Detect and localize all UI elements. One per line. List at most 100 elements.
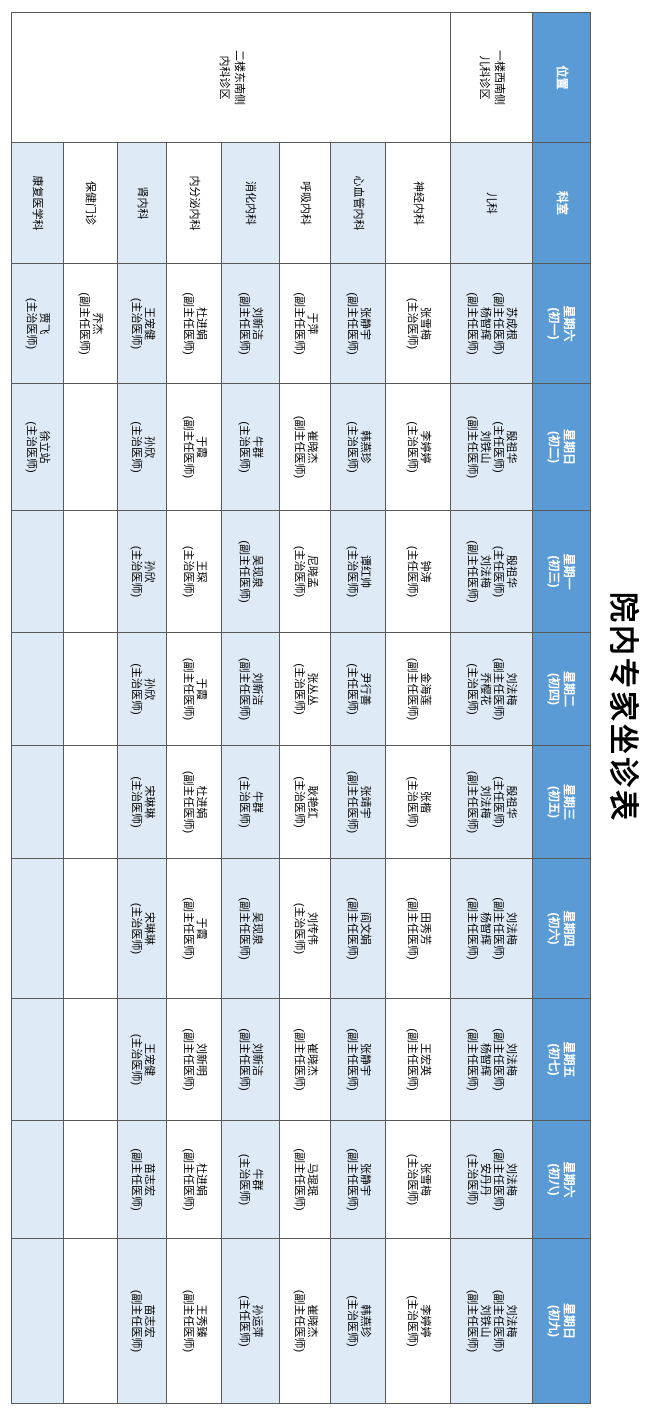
doctor-title: (主治医师) (406, 1295, 418, 1347)
schedule-cell: 张丛丛 (主治医师) (279, 632, 331, 746)
schedule-cell (11, 1238, 64, 1404)
doctor-name: 刘法梅 (505, 912, 518, 945)
schedule-cell: 张静宇 (副主任医师) (330, 263, 386, 384)
doctor-name: 张静宇 (359, 1043, 371, 1076)
doctor-title: (主治医师) (182, 545, 194, 598)
schedule-cell: 李婷婷 (主治医师) (385, 1238, 451, 1404)
schedule-cell (11, 632, 64, 746)
schedule-cell: 苏成根 (副主任医师) 杨智辉 (副主任医师) (450, 263, 533, 384)
dept-cell: 神经内科 (385, 142, 451, 264)
doctor-name: 刘法梅 (479, 785, 492, 819)
doctor-title: (副主任医师) (346, 897, 358, 960)
doctor-name: 杜进娟 (195, 785, 207, 819)
schedule-cell: 耿艳红 (主治医师) (279, 745, 331, 859)
doctor-name: 刘新洁 (251, 672, 264, 706)
doctor-name: 杨智辉 (479, 1043, 492, 1076)
doctor-title: (主任医师) (492, 776, 505, 828)
doctor-title: (副主任医师) (182, 1289, 194, 1353)
doctor-name: 王宠健 (143, 1043, 155, 1076)
doctor-title: (副主任医师) (466, 770, 479, 834)
schedule-cell (63, 510, 118, 633)
schedule-cell: 杜进娟 (副主任医师) (166, 745, 222, 859)
doctor-title: (副主任医师) (406, 897, 418, 960)
schedule-cell: 吴现泉 (副主任医师) (221, 510, 280, 633)
doctor-name: 牛群 (251, 791, 264, 813)
schedule-cell: 孙运萍 (主任医师) (221, 1238, 280, 1404)
column-header-day-3: 星期一 (初三) (532, 510, 591, 633)
doctor-name: 王秀臻 (195, 1304, 207, 1338)
doctor-name: 张楷 (419, 791, 431, 813)
schedule-cell: 贾飞 (主治医师) (11, 263, 64, 384)
doctor-name: 刘铁山 (479, 430, 492, 464)
doctor-name: 阎文娟 (359, 912, 371, 945)
doctor-name: 乔杰 (91, 312, 104, 335)
doctor-name: 孙运萍 (251, 1304, 264, 1338)
doctor-name: 张雪梅 (419, 1163, 431, 1196)
doctor-title: (副主任医师) (238, 540, 251, 603)
doctor-name: 徐立站 (38, 430, 51, 464)
column-header-day-4: 星期二 (初四) (532, 632, 591, 746)
doctor-title: (副主任医师) (130, 1148, 142, 1211)
title-band: 院内专家坐诊表 (591, 12, 654, 1403)
schedule-cell: 韩燕珍 (主治医师) (330, 1238, 386, 1404)
schedule-cell: 于萍 (副主任医师) (279, 263, 331, 384)
column-header-day-9: 星期日 (初九) (532, 1238, 591, 1404)
schedule-cell: 宋琳琳 (主治医师) (117, 858, 167, 999)
doctor-title: (主治医师) (466, 663, 479, 715)
doctor-name: 金海莲 (419, 672, 431, 706)
schedule-cell: 王宏英 (副主任医师) (385, 998, 451, 1121)
table-row: 一楼西南侧 儿科诊区 儿科 苏成根 (副主任医师) 杨智辉 (副主任医师) 殷祖华 (主任医师)… (450, 12, 533, 1404)
schedule-header-row: 位置 科室 星期六 (初一) 星期日 (初二) 星期一 (初三) 星期二 (初四) 星期三 (初五) 星… (532, 12, 591, 1404)
doctor-title: (主治医师) (346, 1295, 358, 1347)
schedule-cell: 牛群 (主治医师) (221, 745, 280, 859)
schedule-cell (63, 632, 118, 746)
doctor-name: 殷祖华 (505, 785, 518, 819)
doctor-title: (副主任医师) (78, 292, 91, 355)
schedule-cell: 谭红帅 (主治医师) (330, 510, 386, 633)
schedule-cell: 宋琳琳 (主治医师) (117, 745, 167, 859)
doctor-title: (副主任医师) (466, 415, 479, 479)
doctor-title: (主治医师) (293, 902, 305, 955)
doctor-name: 于霞 (195, 678, 207, 700)
doctor-title: (主治医师) (238, 421, 251, 473)
schedule-cell: 于霞 (副主任医师) (166, 858, 222, 999)
doctor-name: 宋琳琳 (143, 785, 155, 819)
doctor-title: (副主任医师) (466, 1028, 479, 1091)
doctor-title: (副主任医师) (182, 1148, 194, 1211)
doctor-name: 李婷婷 (419, 430, 431, 464)
doctor-name: 殷祖华 (505, 555, 518, 588)
schedule-cell: 张楷 (主治医师) (385, 745, 451, 859)
doctor-title: (副主任医师) (293, 1289, 305, 1353)
doctor-title: (副主任医师) (130, 1289, 142, 1353)
doctor-title: (副主任医师) (238, 657, 251, 721)
column-header-day-7: 星期五 (初七) (532, 998, 591, 1121)
schedule-table: 位置 科室 星期六 (初一) 星期日 (初二) 星期一 (初三) 星期二 (初四) 星期三 (初五) 星… (11, 12, 591, 1404)
schedule-cell: 田秀芳 (副主任医师) (385, 858, 451, 999)
table-row: 保健门诊 乔杰 (副主任医师) (63, 13, 118, 1404)
doctor-title: (主治医师) (130, 297, 142, 350)
doctor-name: 崔晓杰 (306, 430, 318, 464)
doctor-title: (主治医师) (130, 1033, 142, 1086)
doctor-name: 刘新洁 (251, 307, 264, 340)
doctor-name: 崔晓杰 (306, 1043, 318, 1076)
schedule-cell: 刘新洁 (副主任医师) (221, 998, 280, 1121)
doctor-title: (副主任医师) (466, 897, 479, 960)
doctor-name: 张雪梅 (419, 307, 431, 340)
doctor-name: 王琛 (195, 560, 207, 583)
doctor-name: 刘法梅 (479, 555, 492, 588)
doctor-name: 刘法梅 (505, 1043, 518, 1076)
doctor-title: (主治医师) (130, 663, 142, 715)
schedule-cell: 孙欣 (主治医师) (117, 383, 167, 511)
schedule-cell: 牛群 (主治医师) (221, 1120, 280, 1239)
schedule-cell: 王琛 (主治医师) (166, 510, 222, 633)
doctor-name: 吴现泉 (251, 912, 264, 945)
doctor-name: 孙欣 (143, 678, 155, 700)
doctor-name: 尹行善 (359, 672, 371, 706)
doctor-title: (副主任医师) (293, 1148, 305, 1211)
table-row: 二楼东南侧 内科诊区 神经内科 张雪梅 (主治医师) 李婷婷 (主治医师) 钟涛 (主任医师) 金… (11, 12, 451, 1404)
doctor-name: 贾飞 (38, 312, 51, 335)
doctor-title: (主治医师) (293, 545, 305, 598)
doctor-name: 尼晓孟 (306, 555, 318, 588)
doctor-name: 杨智辉 (479, 912, 492, 945)
schedule-cell (11, 998, 64, 1121)
